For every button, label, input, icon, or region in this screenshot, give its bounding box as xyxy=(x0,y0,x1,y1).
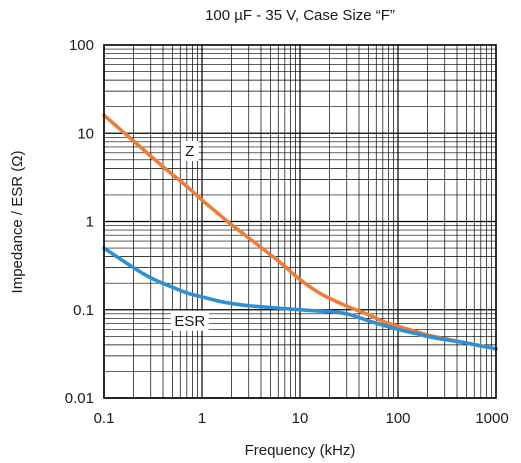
y-tick-label: 100 xyxy=(69,37,94,54)
series-label-background xyxy=(180,140,199,161)
y-tick-labels: 0.01 0.1 1 10 100 xyxy=(65,37,94,407)
x-axis-title: Frequency (kHz) xyxy=(245,442,356,459)
y-tick-label: 0.01 xyxy=(65,390,94,407)
plot-frame xyxy=(103,44,497,399)
y-tick-label: 10 xyxy=(77,125,94,142)
x-tick-label: 1 xyxy=(198,410,206,427)
x-tick-label: 1000 xyxy=(475,410,508,427)
plot-grid xyxy=(103,45,496,399)
x-tick-label: 100 xyxy=(385,410,410,427)
x-tick-label: 0.1 xyxy=(94,410,115,427)
y-tick-label: 1 xyxy=(86,214,94,231)
y-axis-title: Impedance / ESR (Ω) xyxy=(9,151,26,294)
series-label-z: Z xyxy=(185,143,194,160)
series-label-esr: ESR xyxy=(174,313,205,330)
chart-title: 100 µF - 35 V, Case Size “F” xyxy=(205,7,395,24)
series-line-esr xyxy=(102,246,498,351)
x-tick-label: 10 xyxy=(292,410,309,427)
series-layer: Z ESR xyxy=(102,113,498,351)
y-tick-label: 0.1 xyxy=(73,302,94,319)
x-tick-labels: 0.1 1 10 100 1000 xyxy=(94,410,509,427)
series-label-background xyxy=(170,310,209,331)
